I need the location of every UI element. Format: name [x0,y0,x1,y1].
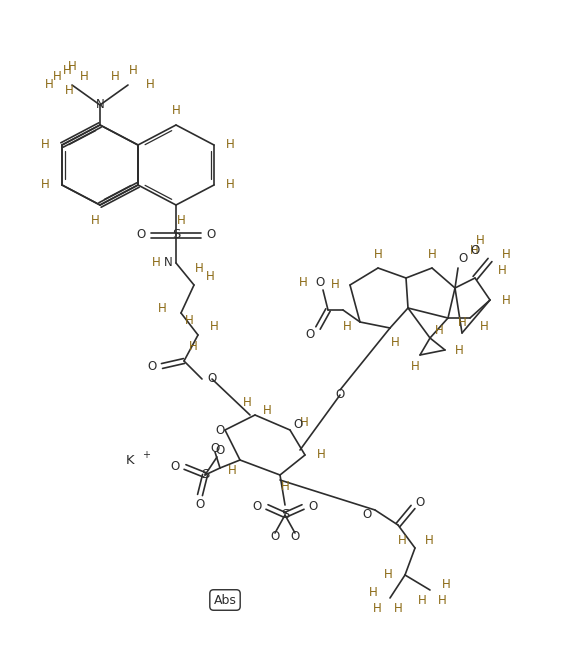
Text: H: H [210,321,219,333]
Text: O: O [335,389,345,401]
Text: H: H [435,323,444,337]
Text: H: H [425,533,434,546]
Text: H: H [41,178,50,191]
Text: H: H [281,480,290,494]
Text: H: H [263,403,272,416]
Text: H: H [45,79,54,92]
Text: H: H [411,360,419,374]
Text: H: H [470,244,479,257]
Text: H: H [442,579,450,591]
Text: H: H [498,263,507,277]
Text: H: H [226,139,234,152]
Text: H: H [458,317,467,329]
Text: H: H [129,63,137,77]
Text: H: H [299,275,308,288]
Text: H: H [384,568,393,581]
Text: S: S [281,508,289,521]
Text: O: O [215,424,225,436]
Text: O: O [305,329,314,341]
Text: H: H [394,601,402,614]
Text: O: O [294,418,303,432]
Text: O: O [170,461,179,473]
Text: H: H [185,315,193,327]
Text: H: H [480,319,489,333]
Text: O: O [415,496,424,510]
Text: H: H [343,321,352,333]
Text: H: H [63,63,71,77]
Text: H: H [80,71,89,84]
Text: O: O [210,442,219,455]
Text: N: N [164,257,173,269]
Text: O: O [470,244,479,257]
Text: H: H [177,213,185,226]
Text: O: O [137,228,146,242]
Text: H: H [195,263,203,275]
Text: H: H [68,61,76,73]
Text: H: H [317,449,326,461]
Text: S: S [201,469,209,482]
Text: O: O [291,531,299,543]
Text: O: O [270,531,280,543]
Text: H: H [53,71,61,84]
Text: H: H [417,593,426,607]
Text: O: O [206,228,215,242]
Text: O: O [215,444,225,457]
Text: O: O [316,275,325,288]
Text: H: H [455,343,464,356]
Text: H: H [502,294,511,306]
Text: O: O [309,500,318,513]
Text: H: H [41,139,50,152]
Text: H: H [428,248,437,261]
Text: O: O [207,372,217,385]
Text: S: S [172,228,180,242]
Text: O: O [252,500,262,513]
Text: H: H [226,178,234,191]
Text: H: H [502,249,511,261]
Text: O: O [459,251,468,265]
Text: H: H [189,341,197,354]
Text: +: + [142,450,150,460]
Text: H: H [91,213,100,226]
Text: Abs: Abs [214,593,236,607]
Text: H: H [438,593,447,607]
Text: H: H [171,104,181,117]
Text: H: H [373,248,382,261]
Text: H: H [300,416,309,428]
Text: O: O [362,508,372,521]
Text: H: H [228,463,236,477]
Text: H: H [152,257,160,269]
Text: H: H [373,601,382,614]
Text: H: H [398,533,407,546]
Text: H: H [111,71,120,84]
Text: O: O [148,360,157,372]
Text: H: H [475,234,485,246]
Text: H: H [206,271,215,284]
Text: H: H [65,84,74,96]
Text: H: H [158,302,167,315]
Text: O: O [195,498,204,512]
Text: H: H [391,335,400,348]
Text: H: H [243,397,251,409]
Text: N: N [96,98,104,112]
Text: K: K [126,453,134,467]
Text: H: H [369,587,378,599]
Text: H: H [331,279,340,292]
Text: H: H [146,79,155,92]
